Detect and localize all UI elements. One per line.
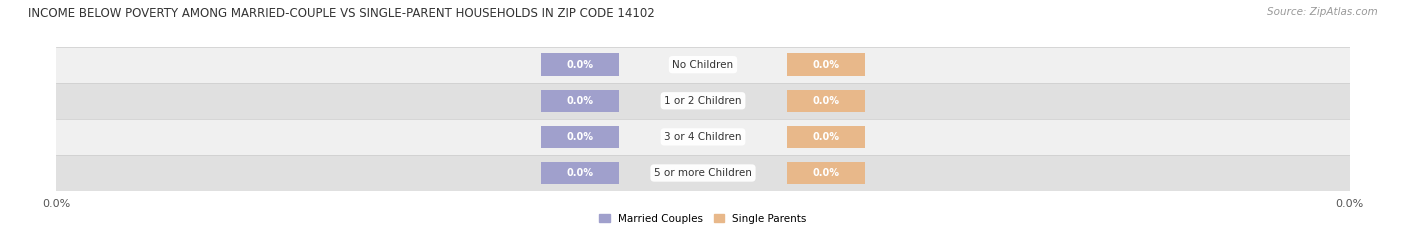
Bar — [787, 89, 865, 112]
Text: 0.0%: 0.0% — [813, 168, 839, 178]
Bar — [787, 162, 865, 184]
Bar — [787, 126, 865, 148]
Text: 0.0%: 0.0% — [567, 132, 593, 142]
Text: Source: ZipAtlas.com: Source: ZipAtlas.com — [1267, 7, 1378, 17]
Text: 0.0%: 0.0% — [567, 96, 593, 106]
Text: 0.0%: 0.0% — [813, 96, 839, 106]
Bar — [56, 155, 1350, 191]
Bar — [56, 47, 1350, 83]
Text: INCOME BELOW POVERTY AMONG MARRIED-COUPLE VS SINGLE-PARENT HOUSEHOLDS IN ZIP COD: INCOME BELOW POVERTY AMONG MARRIED-COUPL… — [28, 7, 655, 20]
Text: 1 or 2 Children: 1 or 2 Children — [664, 96, 742, 106]
Bar — [541, 162, 619, 184]
Text: 3 or 4 Children: 3 or 4 Children — [664, 132, 742, 142]
Text: 0.0%: 0.0% — [567, 60, 593, 70]
Text: No Children: No Children — [672, 60, 734, 70]
Bar — [541, 89, 619, 112]
Text: 0.0%: 0.0% — [813, 132, 839, 142]
Bar — [541, 126, 619, 148]
Text: 0.0%: 0.0% — [813, 60, 839, 70]
Bar — [56, 119, 1350, 155]
Legend: Married Couples, Single Parents: Married Couples, Single Parents — [595, 209, 811, 228]
Text: 5 or more Children: 5 or more Children — [654, 168, 752, 178]
Bar — [56, 83, 1350, 119]
Bar — [541, 53, 619, 76]
Bar — [787, 53, 865, 76]
Text: 0.0%: 0.0% — [567, 168, 593, 178]
